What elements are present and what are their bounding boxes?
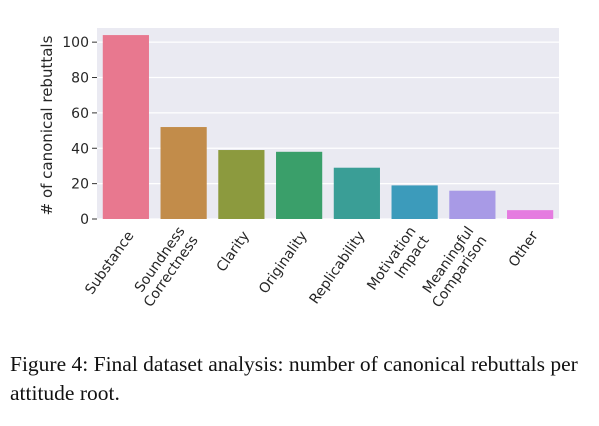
bar-chart: 0 20 40 60 80 100 Substance SoundnessCorrectne… (38, 28, 559, 311)
bar-meaningful-comparison (449, 190, 496, 219)
bar-motivation-impact (391, 185, 438, 219)
x-tick-label: Originality (256, 228, 311, 297)
y-axis-label: # of canonical rebuttals (38, 35, 56, 215)
bar-originality (276, 151, 323, 219)
y-tick-label: 20 (71, 177, 89, 193)
bar-other (507, 210, 554, 219)
x-tick-label: Clarity (214, 228, 253, 275)
y-tick-label: 40 (71, 141, 89, 157)
y-tick-labels: 0 20 40 60 80 100 (62, 35, 97, 228)
x-tick-label: Other (506, 228, 542, 270)
x-tick-label: Replicability (307, 228, 369, 307)
x-tick-label: Substance (82, 228, 137, 297)
bar-soundness-correctness (160, 127, 207, 219)
bars (102, 35, 554, 220)
x-tick-label: MeaningfulComparison (416, 224, 490, 311)
y-tick-label: 60 (71, 106, 89, 122)
bar-replicability (333, 167, 380, 219)
bar-clarity (218, 150, 265, 219)
x-tick-label: SoundnessCorrectness (128, 224, 202, 310)
bar-substance (102, 35, 149, 220)
x-tick-label: MotivationImpact (364, 223, 433, 302)
y-tick-label: 80 (71, 71, 89, 87)
y-tick-label: 100 (62, 35, 89, 51)
chart-svg: 0 20 40 60 80 100 SubstanceSoundnessCorrectne… (38, 28, 559, 311)
y-tick-label: 0 (80, 212, 89, 228)
figure-caption: Figure 4: Final dataset analysis: number… (10, 352, 578, 405)
